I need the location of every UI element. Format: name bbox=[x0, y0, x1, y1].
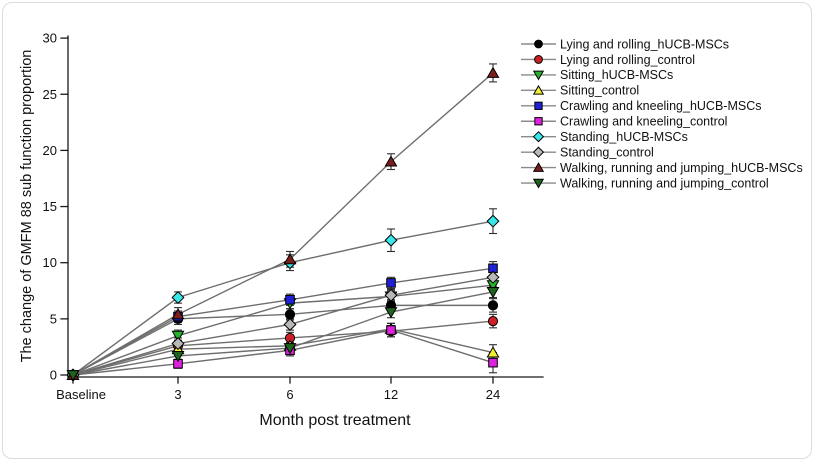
data-point-marker bbox=[283, 253, 297, 265]
legend-label: Walking, running and jumping_hUCB-MSCs bbox=[560, 161, 803, 175]
data-point-marker bbox=[171, 308, 185, 320]
legend-label: Lying and rolling_control bbox=[560, 53, 695, 67]
legend-marker bbox=[532, 70, 545, 81]
x-tick-label: 12 bbox=[384, 387, 398, 402]
legend-marker bbox=[532, 84, 545, 95]
legend-label: Standing_control bbox=[560, 145, 654, 159]
legend-label: Standing_hUCB-MSCs bbox=[560, 130, 688, 144]
legend-marker bbox=[532, 178, 545, 189]
data-point-marker bbox=[283, 343, 297, 355]
x-tick-label: 6 bbox=[286, 387, 293, 402]
data-point-marker bbox=[171, 291, 185, 305]
series-line bbox=[72, 284, 494, 376]
series-line bbox=[72, 291, 494, 376]
data-point-marker bbox=[384, 233, 398, 247]
data-point-marker bbox=[486, 66, 500, 78]
legend-marker bbox=[534, 101, 543, 110]
y-tick-label: 0 bbox=[50, 368, 57, 383]
legend-marker bbox=[534, 55, 543, 64]
x-tick-label: 3 bbox=[174, 387, 181, 402]
legend-marker bbox=[532, 162, 545, 172]
data-point-marker bbox=[384, 307, 398, 319]
data-point-marker bbox=[284, 309, 296, 320]
y-tick-label: 15 bbox=[43, 199, 57, 214]
series-line bbox=[72, 72, 494, 376]
legend-label: Crawling and kneeling_control bbox=[560, 115, 727, 129]
legend-marker bbox=[532, 131, 545, 143]
data-point-marker bbox=[486, 286, 500, 299]
data-point-marker bbox=[66, 370, 80, 382]
x-tick-label: Baseline bbox=[56, 387, 106, 402]
legend-marker bbox=[532, 146, 545, 158]
legend-label: Crawling and kneeling_hUCB-MSCs bbox=[560, 99, 761, 113]
data-point-marker bbox=[283, 317, 297, 331]
y-tick-label: 10 bbox=[43, 255, 57, 270]
y-tick-label: 25 bbox=[43, 87, 57, 102]
legend-marker bbox=[534, 39, 543, 49]
data-point-marker bbox=[285, 294, 295, 305]
x-tick-label: 24 bbox=[486, 387, 500, 402]
y-tick-label: 5 bbox=[50, 311, 57, 326]
y-tick-label: 20 bbox=[43, 143, 57, 158]
data-point-marker bbox=[486, 346, 500, 358]
data-point-marker bbox=[486, 214, 500, 228]
data-point-marker bbox=[171, 351, 185, 363]
x-axis-title: Month post treatment bbox=[259, 412, 411, 429]
data-point-marker bbox=[487, 315, 499, 327]
data-point-marker bbox=[171, 330, 185, 342]
data-point-marker bbox=[386, 278, 396, 288]
legend-label: Sitting_control bbox=[560, 84, 639, 98]
data-point-marker bbox=[488, 357, 498, 368]
legend-label: Walking, running and jumping_control bbox=[560, 176, 769, 190]
data-point-marker bbox=[487, 300, 499, 311]
legend-label: Sitting_hUCB-MSCs bbox=[560, 68, 673, 82]
series-line bbox=[72, 329, 494, 376]
data-point-marker bbox=[384, 288, 398, 302]
legend-label: Lying and rolling_hUCB-MSCs bbox=[560, 37, 729, 51]
data-point-marker bbox=[486, 270, 500, 284]
y-tick-label: 30 bbox=[43, 31, 57, 46]
data-point-marker bbox=[386, 325, 396, 335]
y-axis-title: The change of GMFM 88 sub function propo… bbox=[19, 50, 35, 363]
data-point-marker bbox=[171, 337, 185, 351]
data-point-marker bbox=[384, 155, 398, 167]
legend-marker bbox=[534, 117, 543, 126]
